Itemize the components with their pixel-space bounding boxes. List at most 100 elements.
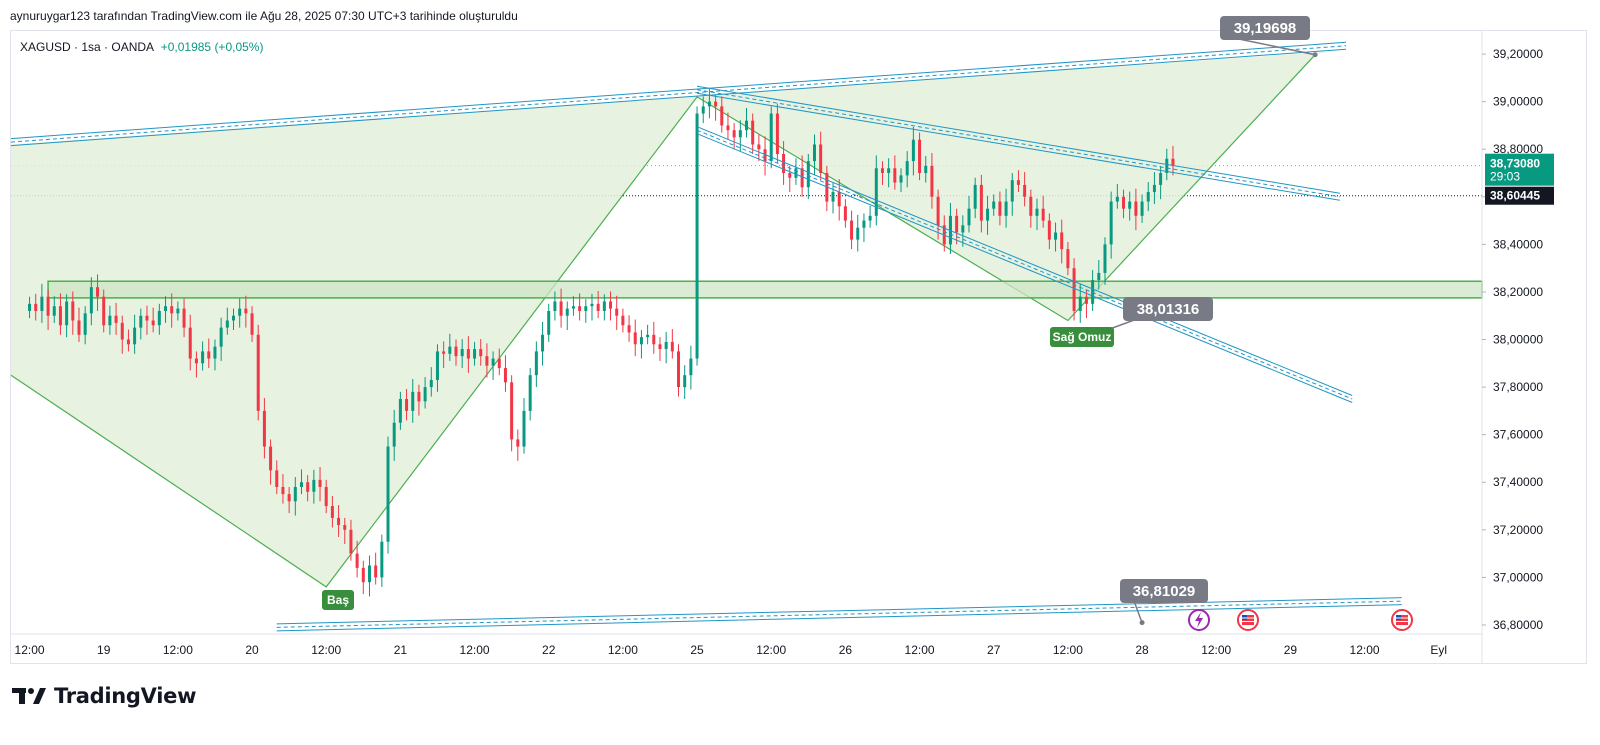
candle <box>411 379 415 423</box>
candle-body <box>955 215 959 233</box>
callout-mid-text: 38,01316 <box>1137 301 1200 318</box>
x-tick-label-3: 20 <box>245 643 259 657</box>
candle-body <box>392 422 396 447</box>
candle <box>615 295 619 331</box>
candle <box>374 552 378 585</box>
candle-body <box>1103 244 1107 273</box>
candle-body <box>435 351 439 380</box>
candle <box>1152 172 1156 204</box>
pattern-layer <box>10 51 1483 588</box>
candle-body <box>423 387 427 402</box>
candle <box>83 306 87 345</box>
candle-body <box>281 486 285 495</box>
candle <box>528 368 532 421</box>
candle-body <box>547 310 551 335</box>
candle <box>145 305 149 335</box>
candle-body <box>299 482 303 487</box>
candle-body <box>856 227 860 240</box>
candle-body <box>627 325 631 333</box>
candle <box>782 141 786 185</box>
candle <box>961 215 965 247</box>
x-tick-label-6: 12:00 <box>460 643 490 657</box>
candle <box>65 294 69 338</box>
candle-body <box>398 398 402 423</box>
candle <box>306 475 310 502</box>
candle <box>763 136 767 176</box>
candle <box>683 365 687 399</box>
candle-body <box>646 334 650 338</box>
candle <box>769 106 773 169</box>
candle <box>120 315 124 354</box>
candle <box>794 158 798 185</box>
upper-neckline-channel-edge-1 <box>10 48 1347 147</box>
candle-body <box>1060 232 1064 250</box>
candle-body <box>584 306 588 311</box>
candle <box>157 303 161 335</box>
candle <box>868 205 872 228</box>
last-price-tag-value: 38,73080 <box>1490 157 1540 171</box>
candle-body <box>454 346 458 357</box>
candle-body <box>466 349 470 359</box>
secondary-price-tag-box <box>1485 186 1554 205</box>
lower-channel-center <box>276 600 1402 628</box>
candle-body <box>83 313 87 335</box>
candle <box>707 88 711 119</box>
x-tick-label-1: 19 <box>97 643 111 657</box>
candle <box>837 179 841 221</box>
candle-body <box>201 351 205 364</box>
candle <box>1159 165 1163 200</box>
candle-body <box>151 320 155 326</box>
candle <box>176 301 180 321</box>
lower-channel <box>276 597 1402 632</box>
candle-body <box>405 398 409 411</box>
candle-body <box>182 308 186 328</box>
falling-channel-lower-edge-1 <box>696 133 1353 403</box>
candle <box>880 161 884 185</box>
candle-body <box>157 310 161 326</box>
candle-body <box>510 382 514 440</box>
candle <box>652 321 656 354</box>
candle-body <box>973 184 977 209</box>
candle-body <box>992 201 996 209</box>
candle <box>405 388 409 421</box>
candle <box>856 214 860 252</box>
candle <box>992 194 996 216</box>
candle-body <box>318 479 322 487</box>
candle-body <box>541 334 545 352</box>
y-tick-label-11: 37,00000 <box>1493 570 1543 584</box>
right-shoulder-badge-text: Sağ Omuz <box>1053 330 1112 344</box>
falling-channel-lower <box>696 126 1353 403</box>
tradingview-logo[interactable]: TradingView <box>12 684 196 708</box>
candle-body <box>683 375 687 388</box>
candle <box>1047 213 1051 250</box>
candle-body <box>899 175 903 183</box>
candle-body <box>1054 232 1058 240</box>
symbol-label[interactable]: XAGUSD · 1sa · OANDA <box>20 40 154 54</box>
candle <box>139 308 143 340</box>
candle <box>516 429 520 461</box>
candle <box>1029 189 1033 228</box>
candle <box>986 195 990 235</box>
candle-body <box>701 106 705 114</box>
candle <box>108 305 112 335</box>
candle-body <box>689 358 693 376</box>
candle <box>534 341 538 388</box>
candle-body <box>287 494 291 502</box>
candle <box>924 155 928 183</box>
candle-body <box>213 346 217 359</box>
candle <box>689 345 693 390</box>
candle-body <box>367 565 371 583</box>
last-price-tag-countdown: 29:03 <box>1490 170 1520 184</box>
candle <box>874 155 878 226</box>
candle <box>448 333 452 361</box>
candle-body <box>250 313 254 335</box>
candle <box>596 290 600 319</box>
candle-body <box>324 486 328 507</box>
candle <box>244 295 248 328</box>
candle <box>287 486 291 514</box>
candle <box>293 477 297 516</box>
candle <box>738 120 742 152</box>
candle <box>905 151 909 188</box>
candle-body <box>887 168 891 174</box>
